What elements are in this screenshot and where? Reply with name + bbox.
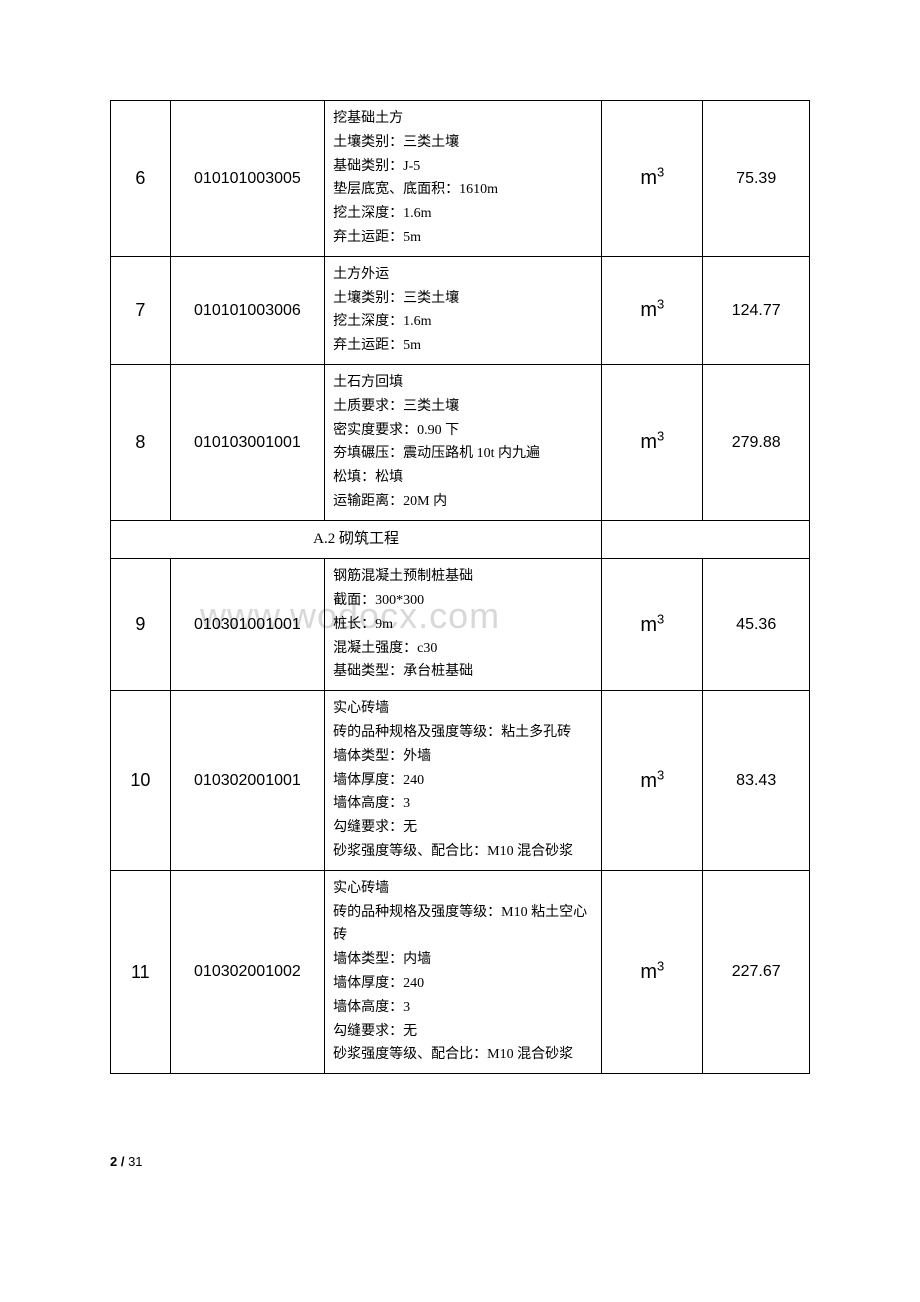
cell-code: 010103001001 — [170, 364, 325, 520]
table-row: 9 010301001001 钢筋混凝土预制桩基础截面：300*300桩长：9m… — [111, 559, 810, 691]
table-row: 10 010302001001 实心砖墙砖的品种规格及强度等级：粘土多孔砖墙体类… — [111, 691, 810, 871]
cell-code: 010302001001 — [170, 691, 325, 871]
cell-unit: m3 — [602, 256, 703, 364]
page-current: 2 — [110, 1154, 117, 1169]
main-content: 6 010101003005 挖基础土方土壤类别：三类土壤基础类别：J-5垫层底… — [110, 100, 810, 1169]
cell-description: 钢筋混凝土预制桩基础截面：300*300桩长：9m混凝土强度：c30基础类型：承… — [325, 559, 602, 691]
table-row: 7 010101003006 土方外运土壤类别：三类土壤挖土深度：1.6m弃土运… — [111, 256, 810, 364]
table-row: 11 010302001002 实心砖墙砖的品种规格及强度等级：M10 粘土空心… — [111, 870, 810, 1073]
cell-description: 挖基础土方土壤类别：三类土壤基础类别：J-5垫层底宽、底面积：1610m挖土深度… — [325, 101, 602, 257]
cell-description: 土方外运土壤类别：三类土壤挖土深度：1.6m弃土运距：5m — [325, 256, 602, 364]
cell-quantity: 83.43 — [703, 691, 810, 871]
page-total: 31 — [128, 1154, 142, 1169]
cell-seq: 9 — [111, 559, 171, 691]
cell-unit: m3 — [602, 364, 703, 520]
cell-unit: m3 — [602, 101, 703, 257]
cell-code: 010101003005 — [170, 101, 325, 257]
section-title: A.2 砌筑工程 — [111, 520, 602, 559]
cell-seq: 6 — [111, 101, 171, 257]
bill-of-quantities-table: 6 010101003005 挖基础土方土壤类别：三类土壤基础类别：J-5垫层底… — [110, 100, 810, 1074]
cell-seq: 7 — [111, 256, 171, 364]
cell-description: 实心砖墙砖的品种规格及强度等级：粘土多孔砖墙体类型：外墙墙体厚度：240墙体高度… — [325, 691, 602, 871]
cell-description: 实心砖墙砖的品种规格及强度等级：M10 粘土空心砖墙体类型：内墙墙体厚度：240… — [325, 870, 602, 1073]
cell-seq: 11 — [111, 870, 171, 1073]
cell-unit: m3 — [602, 870, 703, 1073]
page-footer: 2 / 31 — [110, 1154, 810, 1169]
cell-unit: m3 — [602, 691, 703, 871]
cell-seq: 10 — [111, 691, 171, 871]
table-row: 8 010103001001 土石方回填土质要求：三类土壤密实度要求：0.90 … — [111, 364, 810, 520]
cell-code: 010101003006 — [170, 256, 325, 364]
section-header-row: A.2 砌筑工程 — [111, 520, 810, 559]
cell-quantity: 279.88 — [703, 364, 810, 520]
cell-quantity: 45.36 — [703, 559, 810, 691]
cell-quantity: 75.39 — [703, 101, 810, 257]
table-body: 6 010101003005 挖基础土方土壤类别：三类土壤基础类别：J-5垫层底… — [111, 101, 810, 1074]
section-spacer — [602, 520, 810, 559]
cell-quantity: 227.67 — [703, 870, 810, 1073]
cell-code: 010302001002 — [170, 870, 325, 1073]
table-row: 6 010101003005 挖基础土方土壤类别：三类土壤基础类别：J-5垫层底… — [111, 101, 810, 257]
cell-quantity: 124.77 — [703, 256, 810, 364]
cell-seq: 8 — [111, 364, 171, 520]
cell-unit: m3 — [602, 559, 703, 691]
cell-code: 010301001001 — [170, 559, 325, 691]
cell-description: 土石方回填土质要求：三类土壤密实度要求：0.90 下夯填碾压：震动压路机 10t… — [325, 364, 602, 520]
